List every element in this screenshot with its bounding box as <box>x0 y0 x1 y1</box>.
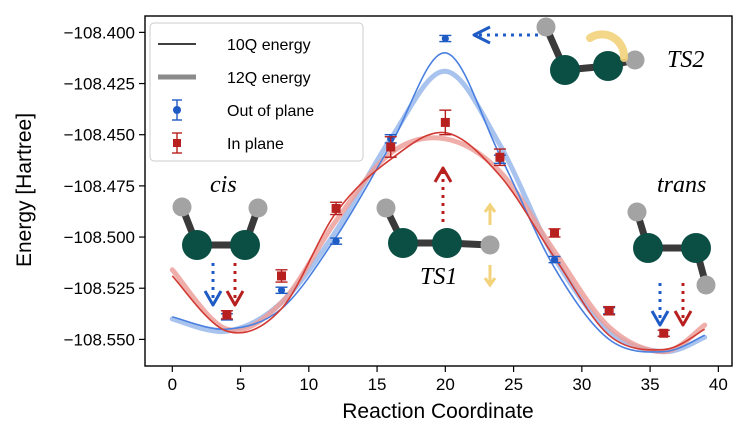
data-point-in-plane <box>275 269 288 283</box>
legend-label-out-of-plane: Out of plane <box>227 103 314 120</box>
point-marker <box>550 255 559 264</box>
y-tick-label: −108.450 <box>64 126 135 145</box>
motion-arrow-down <box>483 265 497 288</box>
arrow-head <box>472 25 491 45</box>
y-tick-label: −108.550 <box>64 330 135 349</box>
carbon-atom <box>593 51 623 81</box>
data-point-in-plane <box>220 310 233 320</box>
y-axis-ticks: −108.400 −108.425 −108.450 −108.475 −108.500… <box>64 23 145 349</box>
data-point-in-plane <box>330 201 343 216</box>
y-axis-title: Energy [Hartree] <box>13 113 36 267</box>
annotation-trans: trans <box>657 172 706 198</box>
arrow-head <box>433 166 453 183</box>
plot-frame <box>144 15 733 367</box>
annotation-cis: cis <box>210 172 237 198</box>
x-axis-ticks: 0 5 10 15 20 25 30 35 40 <box>168 366 728 394</box>
annotation-ts1: TS1 <box>420 264 457 290</box>
molecule-cis <box>172 197 268 260</box>
trans-arrow-red <box>673 283 693 327</box>
ts2-arrow-blue <box>472 25 538 45</box>
x-tick-label: 20 <box>436 375 455 394</box>
data-point-out-of-plane <box>275 286 288 295</box>
trans-arrow-blue <box>650 283 670 327</box>
hydrogen-atom <box>480 235 500 255</box>
data-point-in-plane <box>548 228 561 238</box>
legend-label-12q: 12Q energy <box>227 70 311 87</box>
annotation-ts2: TS2 <box>667 47 704 73</box>
legend-label-in-plane: In plane <box>227 136 284 153</box>
molecule-illustrations <box>172 17 716 327</box>
data-point-in-plane <box>439 109 452 136</box>
carbon-atom <box>681 233 711 263</box>
point-marker <box>495 152 505 162</box>
point-marker <box>331 203 341 213</box>
plot-area <box>169 34 708 355</box>
hydrogen-atom <box>172 197 192 217</box>
carbon-atom <box>388 228 418 258</box>
x-tick-label: 25 <box>504 375 523 394</box>
cis-arrow-blue <box>203 263 223 307</box>
point-marker <box>441 34 449 43</box>
arrow-head <box>203 290 223 307</box>
arrow-head <box>673 310 693 327</box>
point-marker <box>277 271 287 281</box>
arrow-head <box>225 290 245 307</box>
cis-arrow-red <box>225 263 245 307</box>
molecule-trans <box>627 202 716 295</box>
x-tick-label: 5 <box>236 375 245 394</box>
x-tick-label: 10 <box>299 375 318 394</box>
data-point-out-of-plane <box>548 255 561 264</box>
x-tick-label: 35 <box>641 375 660 394</box>
data-point-in-plane <box>657 328 670 338</box>
data-point-in-plane <box>603 305 616 316</box>
y-tick-label: −108.500 <box>64 228 135 247</box>
x-tick-label: 30 <box>572 375 591 394</box>
x-axis-title: Reaction Coordinate <box>342 400 533 423</box>
series-line-12q-in-plane <box>169 135 708 355</box>
motion-arrow-up <box>483 202 497 225</box>
rotation-arrow <box>586 30 629 62</box>
hydrogen-atom <box>536 17 556 37</box>
molecule-ts2 <box>536 17 645 85</box>
point-marker <box>332 237 340 245</box>
y-tick-label: −108.425 <box>64 75 135 94</box>
molecule-ts1 <box>376 198 500 258</box>
point-marker <box>386 142 396 152</box>
point-marker <box>440 117 450 127</box>
legend-swatch-in-plane <box>172 132 182 154</box>
y-tick-label: −108.525 <box>64 279 135 298</box>
data-point-out-of-plane <box>439 34 452 43</box>
point-marker <box>659 328 669 338</box>
legend: 10Q energy 12Q energy Out of plane In pl… <box>149 22 364 162</box>
hydrogen-atom <box>248 198 268 218</box>
y-tick-label: −108.475 <box>64 177 135 196</box>
point-marker <box>222 310 232 320</box>
carbon-atom <box>550 55 580 85</box>
point-marker <box>550 228 560 238</box>
hydrogen-atom <box>627 202 647 222</box>
x-tick-label: 40 <box>709 375 728 394</box>
hydrogen-atom <box>625 50 645 70</box>
hydrogen-atom <box>376 198 396 218</box>
y-tick-label: −108.400 <box>64 23 135 42</box>
carbon-atom <box>633 233 663 263</box>
ts1-arrow-red <box>433 166 453 222</box>
data-point-in-plane <box>384 136 397 158</box>
hydrogen-atom <box>696 275 716 295</box>
x-tick-label: 15 <box>368 375 387 394</box>
legend-box <box>149 22 364 162</box>
data-point-in-plane <box>493 148 506 167</box>
point-marker <box>604 306 614 316</box>
arrow-head <box>650 310 670 327</box>
carbon-atom <box>432 228 462 258</box>
data-point-out-of-plane <box>330 237 343 245</box>
point-marker <box>277 286 286 294</box>
legend-swatch-out-of-plane <box>172 99 182 121</box>
ts1-motion-arrows <box>483 202 497 288</box>
carbon-atom <box>230 230 260 260</box>
legend-label-10q: 10Q energy <box>227 37 311 54</box>
carbon-atom <box>182 230 212 260</box>
x-tick-label: 0 <box>168 375 177 394</box>
